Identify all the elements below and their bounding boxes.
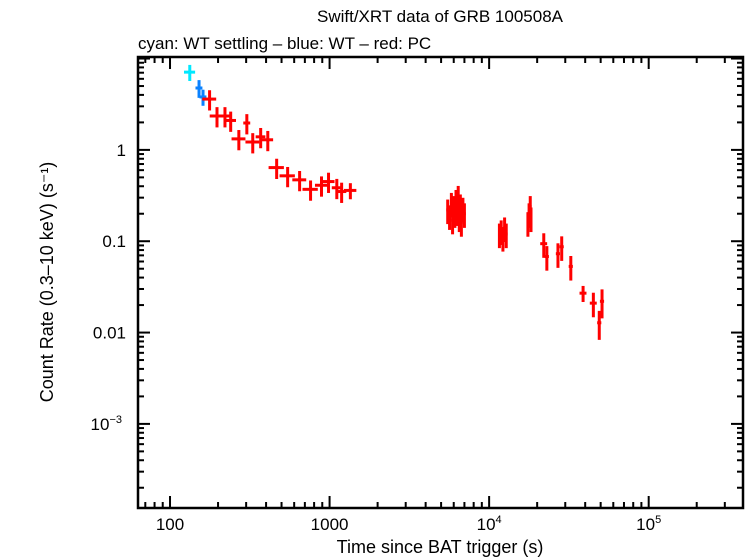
data-points [184, 64, 605, 340]
data-point-pc [459, 212, 463, 237]
data-point-pc [243, 114, 251, 135]
x-tick-label: 105 [636, 514, 661, 534]
data-point-pc [245, 133, 260, 154]
x-tick-label: 100 [156, 515, 184, 534]
chart-title: Swift/XRT data of GRB 100508A [317, 7, 564, 26]
data-point-pc [302, 180, 318, 201]
x-tick-label: 1000 [311, 515, 349, 534]
data-point-pc [279, 166, 295, 188]
axis-ticks [138, 57, 743, 508]
plot-frame [136, 55, 745, 510]
data-point-pc [268, 158, 284, 180]
data-point-pc [599, 289, 605, 319]
data-point-pc [462, 203, 466, 228]
data-point-pc [321, 172, 335, 193]
data-point-pc [331, 178, 342, 200]
y-tick-label: 0.1 [102, 232, 126, 251]
data-point-pc [231, 130, 246, 151]
data-point-pc [540, 233, 548, 258]
data-point-pc [544, 246, 549, 271]
data-point-pc [568, 256, 573, 281]
data-point-wt-settling [184, 64, 196, 81]
x-axis-label: Time since BAT trigger (s) [337, 537, 544, 557]
x-tick-label: 104 [477, 514, 502, 534]
tick-labels: 100 1000 104 105 1 0.1 0.01 10−3 [91, 141, 662, 534]
chart-subtitle: cyan: WT settling – blue: WT – red: PC [138, 34, 431, 53]
data-point-pc [292, 170, 307, 192]
data-point-pc [529, 207, 533, 233]
data-point-pc [555, 243, 561, 268]
data-point-pc [224, 111, 237, 132]
data-point-pc [559, 236, 564, 261]
data-point-pc [504, 223, 508, 249]
data-point-pc [262, 130, 274, 152]
data-point-pc [343, 183, 357, 200]
y-tick-label: 1 [117, 141, 126, 160]
y-axis-label: Count Rate (0.3–10 keV) (s⁻¹) [37, 162, 57, 403]
data-point-pc [255, 127, 266, 149]
y-tick-label: 10−3 [91, 414, 122, 434]
y-tick-label: 0.01 [93, 324, 126, 343]
data-point-wt [195, 80, 203, 98]
data-point-pc [597, 310, 602, 340]
data-point-pc [589, 292, 597, 318]
data-point-pc [202, 90, 217, 111]
data-point-pc [579, 285, 587, 303]
data-point-pc [314, 176, 328, 197]
